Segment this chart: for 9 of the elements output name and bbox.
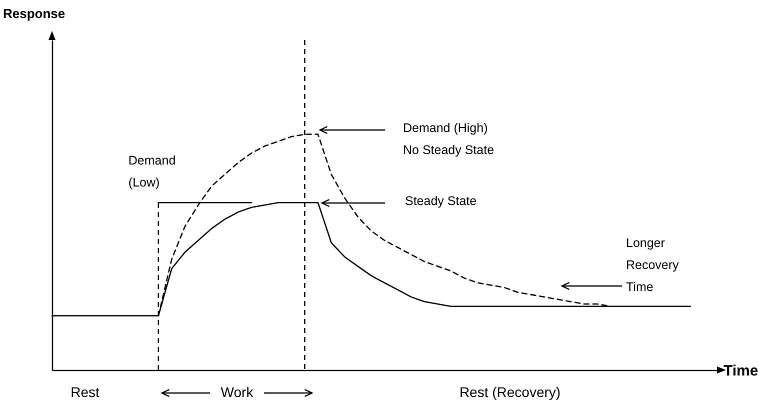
text: Work <box>220 384 254 400</box>
annotation: Longer Recovery Time <box>626 236 680 294</box>
annotation: Demand (High) No Steady State <box>403 121 494 157</box>
text: Response <box>3 6 66 21</box>
series-label: Demand (Low) <box>128 154 176 190</box>
x-axis-title: Time <box>724 362 758 380</box>
text: Rest (Recovery) <box>459 384 561 400</box>
text: Rest <box>70 384 100 400</box>
annotation: Steady State <box>405 194 477 208</box>
